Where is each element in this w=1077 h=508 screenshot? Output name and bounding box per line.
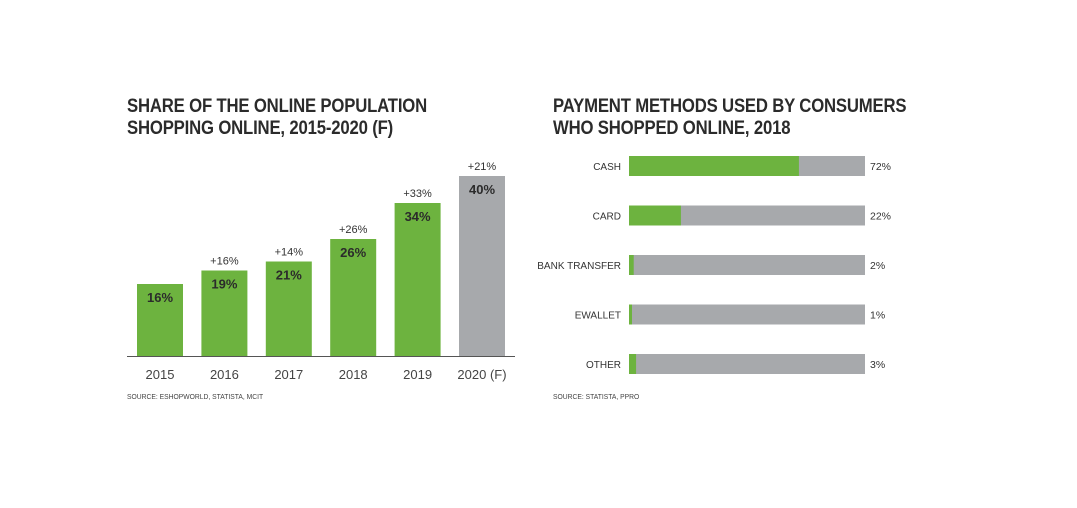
x-tick-label: 2018	[339, 367, 368, 382]
bar-fill-card	[629, 205, 681, 226]
bar-2017	[265, 261, 312, 356]
bar-value-label: 26%	[340, 245, 366, 260]
bar-track-ewallet	[629, 304, 865, 325]
bar-fill-other	[629, 354, 637, 374]
x-tick-label: 2020 (F)	[457, 367, 506, 382]
x-tick-label: 2016	[210, 367, 239, 382]
left-chart-title: SHARE OF THE ONLINE POPULATION SHOPPING …	[127, 96, 427, 140]
bar-value-label: 21%	[276, 268, 302, 283]
bar-track-bank-transfer	[629, 255, 865, 275]
bar-growth-label: +33%	[403, 188, 432, 200]
bar-track-other	[629, 354, 865, 374]
bar-growth-label: +14%	[275, 247, 304, 259]
x-tick-label: 2019	[403, 367, 432, 382]
bar-2020f	[459, 176, 505, 356]
bar-growth-label: +26%	[339, 224, 368, 236]
bar-value-label: 1%	[870, 310, 885, 322]
bar-value-label: 2%	[870, 260, 885, 272]
x-tick-label: 2017	[274, 367, 303, 382]
bar-value-label: 3%	[870, 359, 885, 371]
bar-value-label: 16%	[147, 290, 173, 305]
bar-2015	[137, 284, 183, 356]
bar-2019	[394, 203, 441, 356]
category-label: CASH	[593, 162, 621, 173]
bar-growth-label: +16%	[210, 256, 239, 268]
bar-fill-bank-transfer	[629, 255, 634, 275]
left-chart-title-line2: SHOPPING ONLINE, 2015-2020 (F)	[127, 118, 394, 139]
bar-fill-ewallet	[629, 304, 632, 325]
left-chart-title-line1: SHARE OF THE ONLINE POPULATION	[127, 96, 428, 117]
bar-value-label: 72%	[870, 161, 891, 173]
bar-track-card	[629, 205, 865, 226]
right-chart-title-line2: WHO SHOPPED ONLINE, 2018	[553, 118, 791, 139]
category-label: OTHER	[586, 360, 621, 371]
bar-2016	[201, 270, 248, 356]
category-label: EWALLET	[575, 311, 621, 322]
right-chart-title-line1: PAYMENT METHODS USED BY CONSUMERS	[553, 96, 907, 117]
x-tick-label: 2015	[146, 367, 175, 382]
bar-value-label: 22%	[870, 211, 891, 223]
bar-fill-cash	[629, 156, 799, 176]
bar-value-label: 19%	[211, 277, 237, 292]
category-label: CARD	[593, 212, 621, 223]
category-label: BANK TRANSFER	[537, 261, 621, 272]
left-chart-source: SOURCE: ESHOPWORLD, STATISTA, MCIT	[127, 392, 264, 401]
right-chart-title: PAYMENT METHODS USED BY CONSUMERS WHO SH…	[553, 96, 907, 140]
bar-value-label: 40%	[469, 182, 495, 197]
bar-value-label: 34%	[405, 209, 431, 224]
bar-growth-label: +21%	[468, 161, 497, 173]
right-chart-source: SOURCE: STATISTA, PPRO	[553, 392, 640, 401]
bar-2018	[330, 239, 377, 356]
